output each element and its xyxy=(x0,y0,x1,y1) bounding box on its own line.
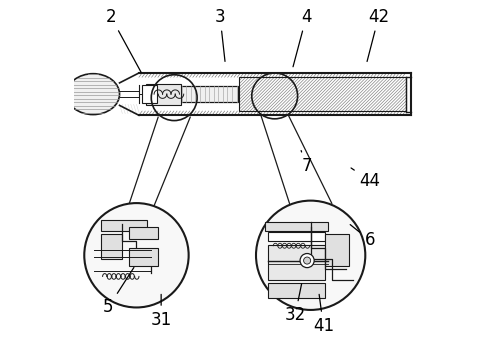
Text: 3: 3 xyxy=(214,7,226,61)
Text: 4: 4 xyxy=(293,7,312,67)
Text: 41: 41 xyxy=(313,294,334,335)
Bar xyxy=(268,232,325,241)
Text: 32: 32 xyxy=(284,284,306,324)
Bar xyxy=(146,84,181,105)
Text: 42: 42 xyxy=(367,7,390,62)
Bar xyxy=(265,222,328,230)
Text: 5: 5 xyxy=(103,268,134,316)
Text: 2: 2 xyxy=(106,7,141,72)
Circle shape xyxy=(304,257,310,264)
Bar xyxy=(325,234,349,266)
Text: 31: 31 xyxy=(150,295,172,329)
Bar xyxy=(130,248,158,266)
Bar xyxy=(101,220,147,230)
Text: 44: 44 xyxy=(351,168,380,189)
Text: 6: 6 xyxy=(350,224,375,250)
Bar xyxy=(142,85,156,103)
Circle shape xyxy=(84,203,188,308)
Bar xyxy=(101,234,122,259)
Bar xyxy=(130,227,158,239)
Circle shape xyxy=(256,201,366,310)
Text: 7: 7 xyxy=(301,150,312,176)
Ellipse shape xyxy=(66,74,120,115)
Circle shape xyxy=(300,253,314,268)
Bar xyxy=(240,77,406,111)
Bar xyxy=(268,284,325,298)
Bar xyxy=(146,86,238,102)
Bar xyxy=(268,245,325,280)
